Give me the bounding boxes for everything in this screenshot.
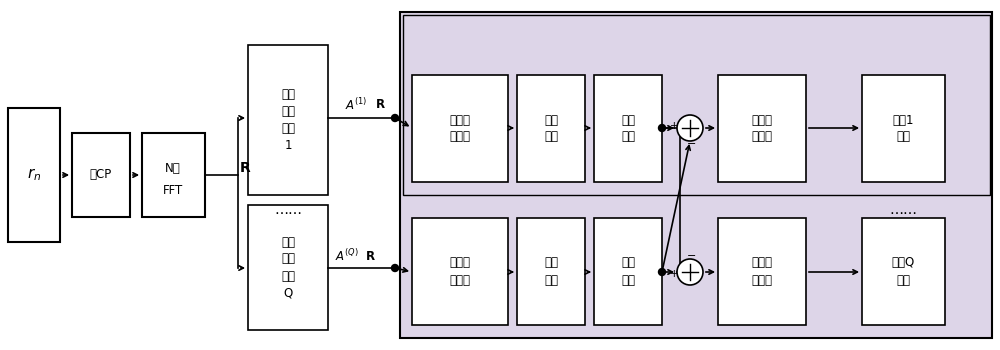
Bar — [594, 75, 662, 182]
Bar — [142, 133, 205, 217]
Bar — [594, 218, 662, 325]
Text: 提取
子载
波集
1: 提取 子载 波集 1 — [281, 88, 295, 152]
Text: ……: …… — [274, 203, 302, 217]
Circle shape — [658, 268, 666, 275]
Bar — [403, 15, 990, 195]
Circle shape — [392, 265, 398, 272]
Bar — [862, 75, 945, 182]
Text: 干扰
重构: 干扰 重构 — [621, 113, 635, 144]
Text: $\mathbf{R}$: $\mathbf{R}$ — [375, 98, 386, 112]
Bar — [412, 218, 508, 325]
Bar — [8, 108, 60, 242]
Circle shape — [392, 114, 398, 121]
Text: 用户1
解调: 用户1 解调 — [893, 113, 914, 144]
Text: 用户Q
解调: 用户Q 解调 — [892, 257, 915, 287]
Bar — [718, 75, 806, 182]
Text: 频偏迭
代消除: 频偏迭 代消除 — [752, 113, 772, 144]
Circle shape — [677, 115, 703, 141]
Text: 频偏初
步消除: 频偏初 步消除 — [450, 113, 471, 144]
Text: +: + — [670, 121, 678, 131]
Bar — [72, 133, 130, 217]
Bar — [517, 218, 585, 325]
Text: $A^{(1)}$: $A^{(1)}$ — [345, 97, 367, 113]
Text: +: + — [670, 269, 678, 279]
Circle shape — [658, 125, 666, 132]
Bar — [517, 75, 585, 182]
Text: −: − — [687, 251, 697, 261]
Text: $r_n$: $r_n$ — [27, 167, 41, 183]
Text: 频偏初
步消除: 频偏初 步消除 — [450, 257, 471, 287]
Text: 码域
重构: 码域 重构 — [544, 257, 558, 287]
Text: 频偏迭
代消除: 频偏迭 代消除 — [752, 257, 772, 287]
Text: 提取
子载
波集
Q: 提取 子载 波集 Q — [281, 236, 295, 300]
Bar — [248, 45, 328, 195]
Text: $\mathbf{R}$: $\mathbf{R}$ — [365, 250, 376, 262]
Bar — [718, 218, 806, 325]
Text: 干扰
重构: 干扰 重构 — [621, 257, 635, 287]
Text: −: − — [687, 139, 697, 149]
Bar — [412, 75, 508, 182]
Bar — [862, 218, 945, 325]
Text: FFT: FFT — [163, 183, 183, 196]
Text: 码域
重构: 码域 重构 — [544, 113, 558, 144]
Text: 去CP: 去CP — [90, 168, 112, 182]
Bar — [248, 205, 328, 330]
Text: $A^{(Q)}$: $A^{(Q)}$ — [335, 248, 359, 264]
Text: N点: N点 — [165, 161, 181, 175]
Circle shape — [677, 259, 703, 285]
Bar — [400, 12, 992, 338]
Text: $\mathbf{R}$: $\mathbf{R}$ — [239, 161, 251, 175]
Text: ……: …… — [889, 203, 917, 217]
